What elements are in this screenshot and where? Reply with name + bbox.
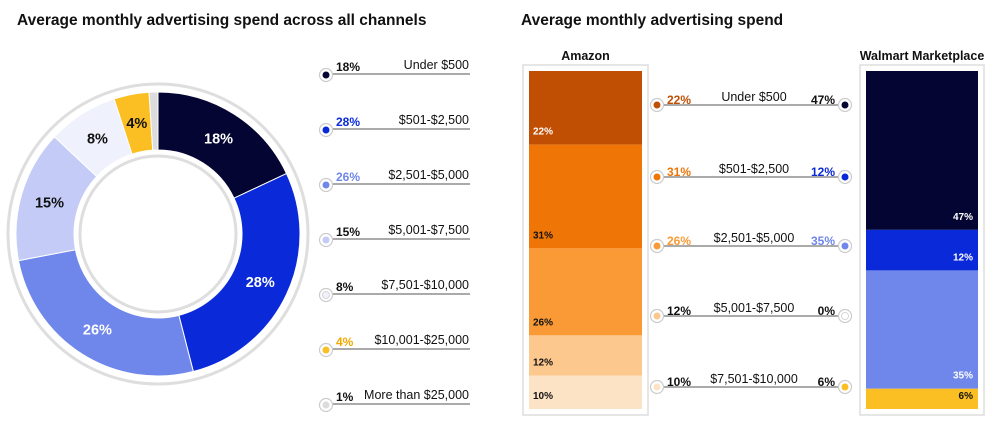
legend-percent-7: 1% [336, 390, 354, 404]
legend-category-6: $10,001-$25,000 [374, 333, 469, 347]
amazon-marker-dot-5 [653, 383, 661, 391]
compare-category-1: Under $500 [721, 90, 786, 104]
bar-segment-1-1 [529, 71, 642, 145]
legend-category-5: $7,501-$10,000 [381, 278, 469, 292]
bar-series-name-1: Amazon [561, 49, 610, 63]
donut-chart-title: Average monthly advertising spend across… [17, 12, 427, 29]
donut-slice-label-6: 4% [126, 116, 147, 132]
amazon-marker-dot-3 [653, 242, 661, 250]
bar-segment-1-5 [529, 375, 642, 409]
bar-segment-label-2-3: 35% [953, 371, 973, 382]
donut-inner-ring [78, 154, 238, 314]
legend-marker-dot-7 [322, 401, 330, 409]
legend-percent-5: 8% [336, 280, 354, 294]
legend-marker-dot-2 [322, 126, 330, 134]
legend-marker-dot-1 [322, 71, 330, 79]
bar-frame-1 [522, 64, 649, 416]
amazon-marker-dot-1 [653, 101, 661, 109]
bar-segment-1-2 [529, 144, 642, 249]
walmart-percent-4: 0% [818, 304, 836, 318]
walmart-percent-5: 6% [818, 375, 836, 389]
legend-percent-3: 26% [336, 170, 360, 184]
donut-slice-label-4: 15% [35, 195, 64, 211]
compare-category-5: $7,501-$10,000 [710, 372, 798, 386]
donut-slice-3 [17, 249, 194, 377]
donut-outer-ring [6, 82, 310, 386]
legend-marker-dot-3 [322, 181, 330, 189]
bar-segment-label-2-2: 12% [953, 252, 973, 263]
legend-category-4: $5,001-$7,500 [388, 223, 469, 237]
bar-segment-label-1-5: 10% [533, 391, 553, 402]
donut-slice-2 [178, 172, 301, 373]
walmart-percent-1: 47% [811, 93, 835, 107]
donut-slice-label-5: 8% [87, 132, 108, 148]
legend-marker-dot-4 [322, 236, 330, 244]
legend-marker-dot-5 [322, 291, 330, 299]
legend-category-1: Under $500 [404, 58, 469, 72]
bar-segment-label-1-3: 26% [533, 317, 553, 328]
donut-slice-label-3: 26% [83, 322, 112, 338]
bar-frame-2 [859, 64, 985, 416]
donut-slice-label-1: 18% [204, 132, 233, 148]
amazon-percent-5: 10% [667, 375, 691, 389]
legend-category-7: More than $25,000 [364, 388, 469, 402]
legend-category-3: $2,501-$5,000 [388, 168, 469, 182]
bar-segment-2-1 [866, 71, 978, 230]
amazon-marker-dot-2 [653, 173, 661, 181]
walmart-marker-dot-4 [841, 312, 849, 320]
amazon-percent-3: 26% [667, 234, 691, 248]
amazon-percent-1: 22% [667, 93, 691, 107]
bar-series-name-2: Walmart Marketplace [860, 49, 985, 63]
bar-segment-label-1-4: 12% [533, 358, 553, 369]
walmart-marker-dot-5 [841, 383, 849, 391]
amazon-percent-4: 12% [667, 304, 691, 318]
donut-slice-7 [148, 91, 159, 151]
compare-category-3: $2,501-$5,000 [714, 231, 795, 245]
donut-slice-label-2: 28% [246, 275, 275, 291]
walmart-percent-3: 35% [811, 234, 835, 248]
amazon-percent-2: 31% [667, 165, 691, 179]
bar-segment-label-2-5: 6% [959, 391, 974, 402]
legend-percent-1: 18% [336, 60, 360, 74]
legend-category-2: $501-$2,500 [399, 113, 469, 127]
bar-segment-1-4 [529, 335, 642, 376]
legend-percent-6: 4% [336, 335, 354, 349]
walmart-marker-dot-1 [841, 101, 849, 109]
amazon-marker-dot-4 [653, 312, 661, 320]
bar-segment-label-1-2: 31% [533, 230, 553, 241]
legend-percent-2: 28% [336, 115, 360, 129]
legend-marker-dot-6 [322, 346, 330, 354]
bar-segment-2-3 [866, 270, 978, 389]
bar-segment-1-3 [529, 248, 642, 336]
legend-percent-4: 15% [336, 225, 360, 239]
walmart-marker-dot-2 [841, 173, 849, 181]
compare-category-2: $501-$2,500 [719, 162, 789, 176]
bar-segment-2-2 [866, 229, 978, 271]
bar-chart-title: Average monthly advertising spend [521, 12, 784, 29]
bar-segment-label-2-1: 47% [953, 212, 973, 223]
bar-segment-2-5 [866, 388, 978, 409]
bar-segment-label-1-1: 22% [533, 127, 553, 138]
walmart-percent-2: 12% [811, 165, 835, 179]
walmart-marker-dot-3 [841, 242, 849, 250]
compare-category-4: $5,001-$7,500 [714, 301, 795, 315]
